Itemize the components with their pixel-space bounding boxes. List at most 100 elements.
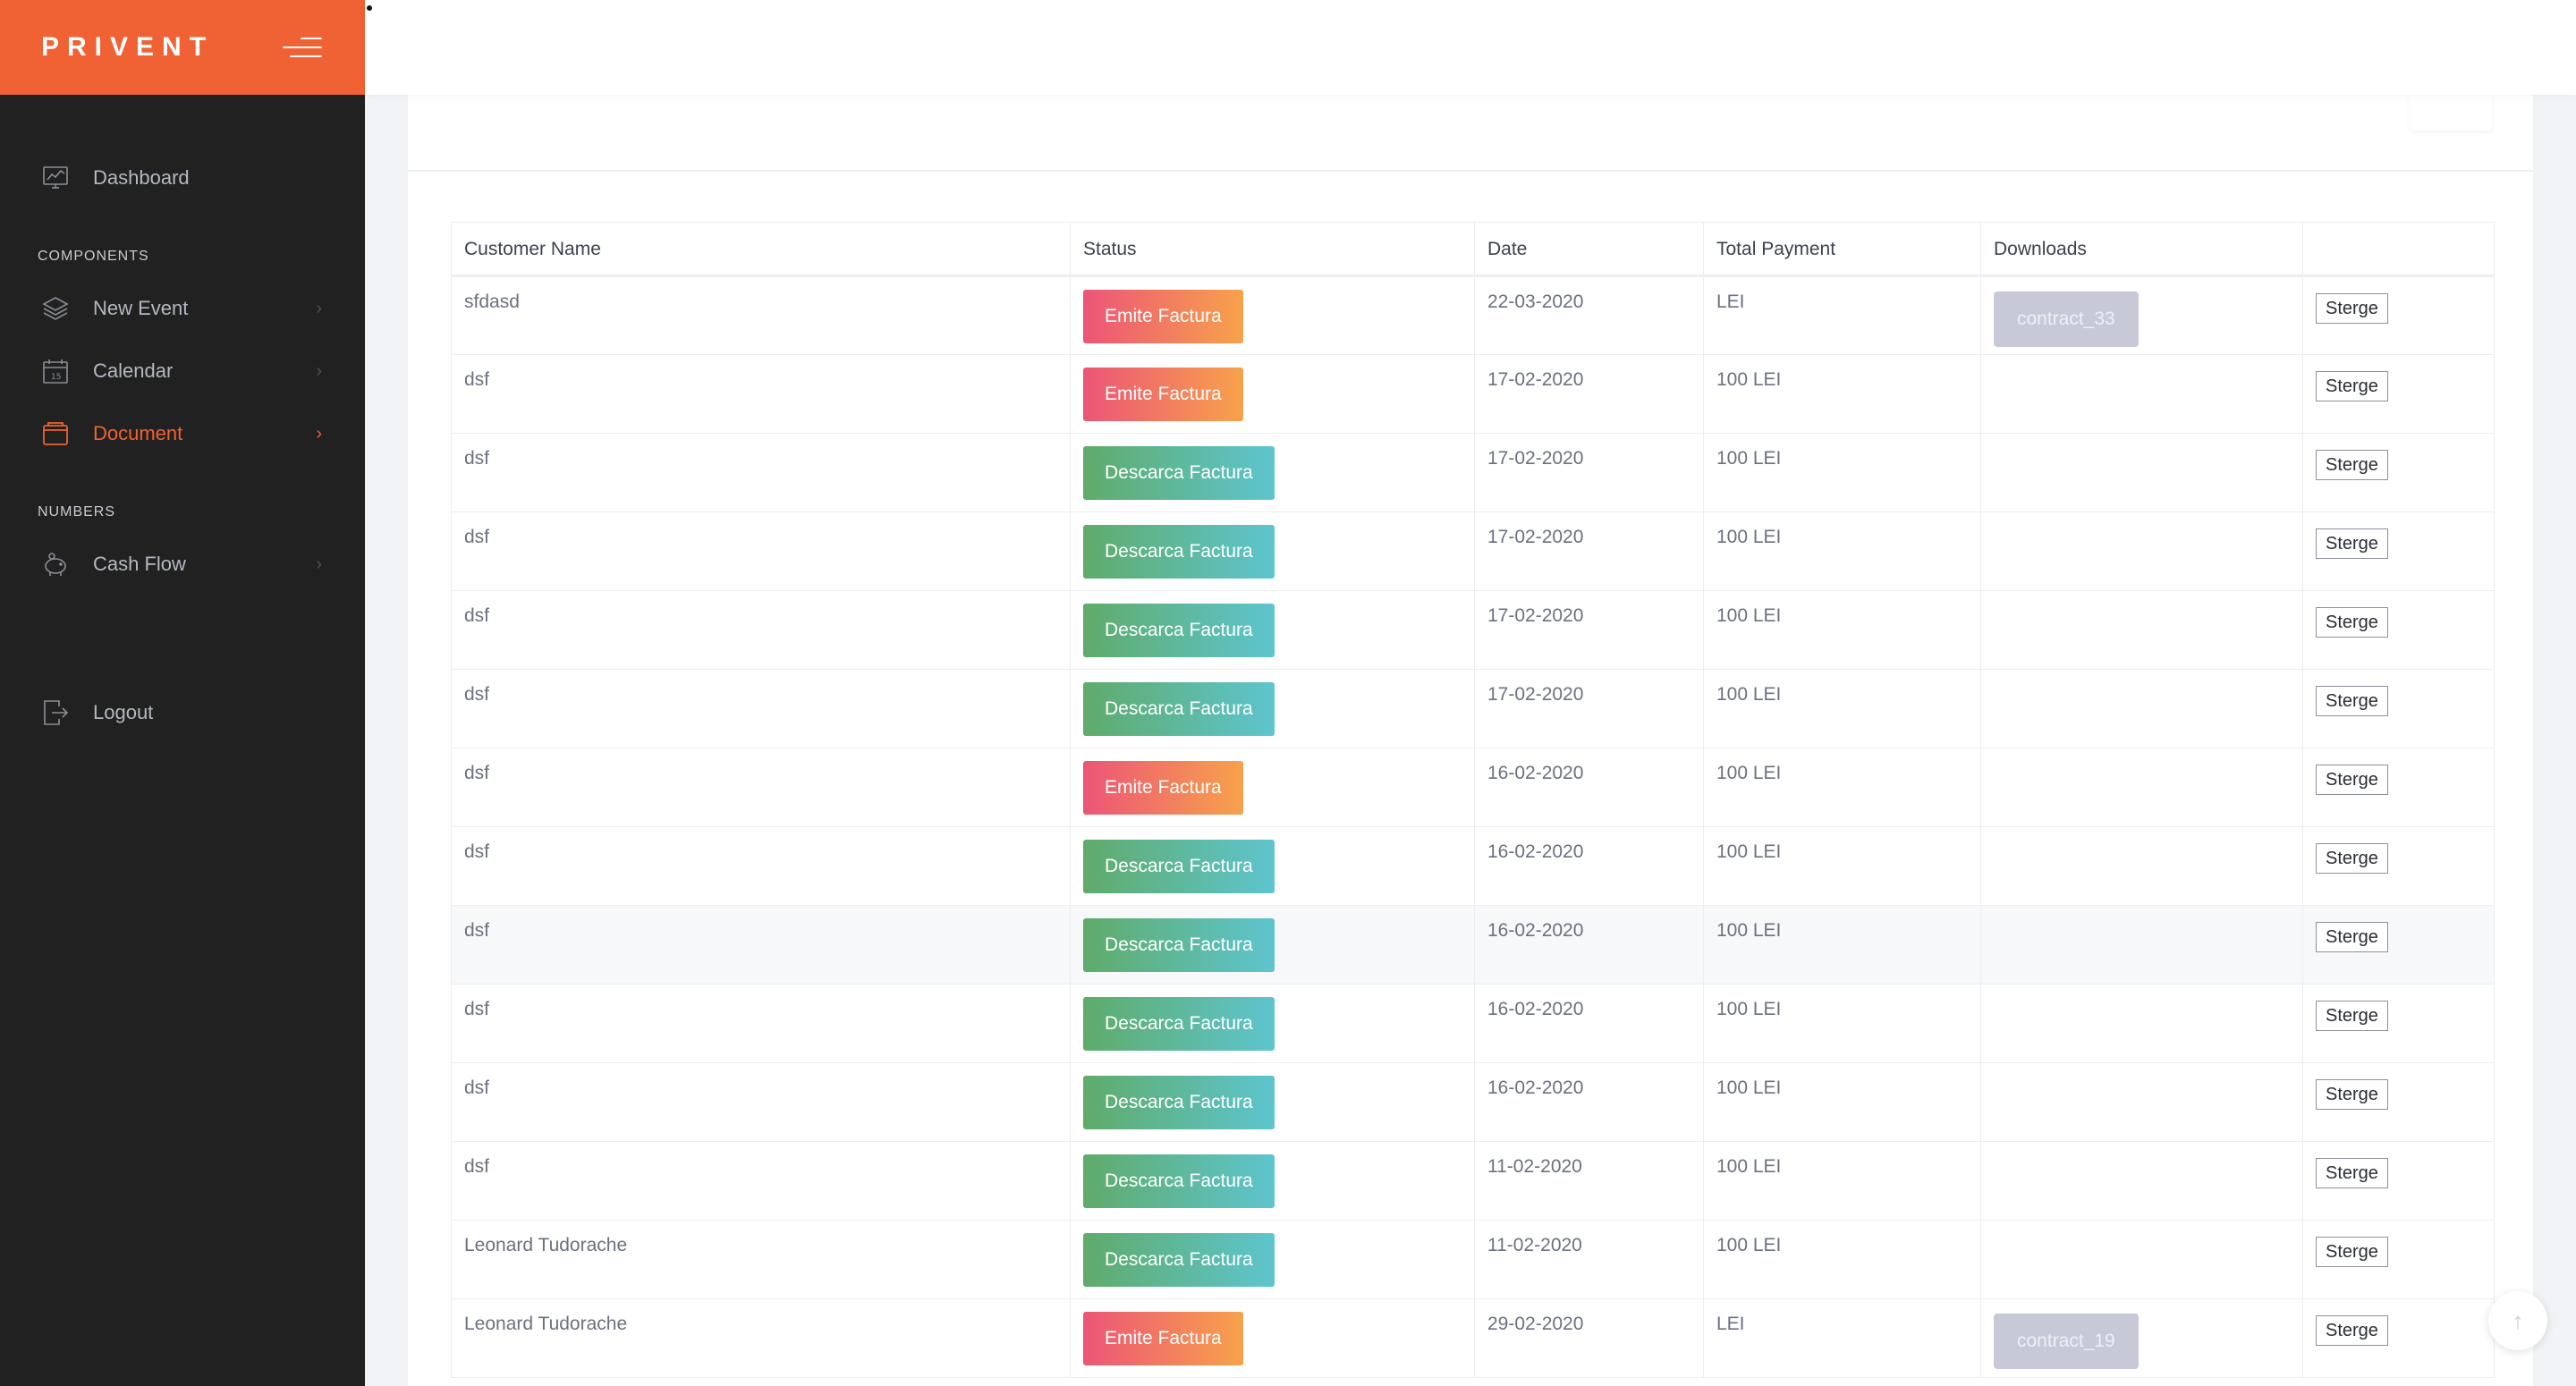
cell-customer-name: dsf [451,1141,1071,1221]
download-contract-button[interactable]: contract_33 [1994,292,2139,347]
total-payment-value: LEI [1716,1314,1745,1334]
sidebar-item-label: New Event [93,297,189,319]
date-value: 17-02-2020 [1487,369,1584,390]
cell-total-payment: 100 LEI [1703,590,1981,670]
card-header-action[interactable] [2410,95,2492,131]
cell-customer-name: dsf [451,1062,1071,1142]
folder-icon [41,419,70,448]
calendar-icon: 15 [41,357,70,385]
sidebar-item-new-event[interactable]: New Event › [0,277,365,340]
table-row: Leonard Tudorache Emite Factura 29-02-2020… [451,1298,2495,1378]
total-payment-value: 100 LEI [1716,527,1782,547]
delete-button[interactable]: Sterge [2316,1315,2388,1346]
delete-button[interactable]: Sterge [2316,843,2388,874]
status-button[interactable]: Descarca Factura [1083,918,1275,972]
customer-name: sfdasd [464,292,520,312]
status-button[interactable]: Descarca Factura [1083,997,1275,1051]
cell-actions: Sterge [2302,669,2495,748]
status-button[interactable]: Descarca Factura [1083,1076,1275,1129]
cell-total-payment: LEI [1703,1298,1981,1378]
cell-customer-name: dsf [451,669,1071,748]
customer-name: dsf [464,841,490,862]
delete-button[interactable]: Sterge [2316,293,2388,324]
menu-toggle-icon[interactable] [283,34,322,61]
delete-button[interactable]: Sterge [2316,607,2388,638]
column-header-total-payment: Total Payment [1703,222,1981,277]
cell-actions: Sterge [2302,1062,2495,1142]
status-button[interactable]: Emite Factura [1083,290,1243,343]
cell-total-payment: 100 LEI [1703,669,1981,748]
cell-total-payment: 100 LEI [1703,905,1981,985]
table-row: dsf Descarca Factura 17-02-2020 100 LEI Ster… [451,433,2495,512]
table-body: sfdasd Emite Factura 22-03-2020 LEI contract… [451,275,2495,1378]
table-row: dsf Descarca Factura 17-02-2020 100 LEI Ster… [451,669,2495,748]
status-button[interactable]: Descarca Factura [1083,682,1275,736]
status-button[interactable]: Descarca Factura [1083,446,1275,500]
total-payment-value: 100 LEI [1716,1235,1782,1255]
date-value: 17-02-2020 [1487,605,1584,626]
delete-button[interactable]: Sterge [2316,450,2388,480]
customer-name: dsf [464,1156,490,1177]
table-row: dsf Emite Factura 16-02-2020 100 LEI Sterge [451,748,2495,827]
sidebar-item-document[interactable]: Document › [0,402,365,465]
table-row: sfdasd Emite Factura 22-03-2020 LEI contract… [451,275,2495,355]
cell-total-payment: 100 LEI [1703,826,1981,906]
cell-customer-name: dsf [451,590,1071,670]
table-row: Leonard Tudorache Descarca Factura 11-02-2… [451,1220,2495,1299]
sidebar-item-label: Cash Flow [93,553,186,575]
date-value: 11-02-2020 [1487,1156,1582,1177]
chart-icon [41,164,70,192]
sidebar-item-calendar[interactable]: 15 Calendar › [0,340,365,402]
delete-button[interactable]: Sterge [2316,922,2388,952]
download-contract-button[interactable]: contract_19 [1994,1314,2139,1369]
brand-bar: PRIVENT [0,0,365,95]
status-button[interactable]: Emite Factura [1083,761,1243,815]
delete-button[interactable]: Sterge [2316,371,2388,401]
table-row: dsf Emite Factura 17-02-2020 100 LEI Sterge [451,354,2495,434]
sidebar-item-dashboard[interactable]: Dashboard [0,147,365,209]
date-value: 16-02-2020 [1487,841,1584,862]
total-payment-value: 100 LEI [1716,369,1782,390]
cell-customer-name: sfdasd [451,275,1071,355]
cell-status: Descarca Factura [1070,590,1475,670]
status-button[interactable]: Descarca Factura [1083,840,1275,893]
customer-name: dsf [464,1078,490,1098]
delete-button[interactable]: Sterge [2316,686,2388,716]
table-row: dsf Descarca Factura 17-02-2020 100 LEI Ster… [451,590,2495,670]
delete-button[interactable]: Sterge [2316,1237,2388,1267]
cell-status: Descarca Factura [1070,1141,1475,1221]
brand-logo[interactable]: PRIVENT [41,32,215,62]
date-value: 17-02-2020 [1487,448,1584,469]
table-row: dsf Descarca Factura 16-02-2020 100 LEI Ster… [451,984,2495,1063]
documents-table: Customer Name Status Date Total Payment … [451,222,2495,1378]
sidebar-item-logout[interactable]: Logout [0,681,365,744]
total-payment-value: 100 LEI [1716,1078,1782,1098]
svg-text:15: 15 [51,373,61,382]
total-payment-value: 100 LEI [1716,448,1782,469]
delete-button[interactable]: Sterge [2316,1079,2388,1110]
scroll-top-button[interactable]: ↑ [2488,1291,2547,1350]
cell-downloads [1980,748,2303,827]
cell-total-payment: 100 LEI [1703,984,1981,1063]
cell-date: 29-02-2020 [1474,1298,1704,1378]
delete-button[interactable]: Sterge [2316,1001,2388,1031]
cell-total-payment: 100 LEI [1703,433,1981,512]
cell-downloads [1980,1141,2303,1221]
section-numbers: NUMBERS [38,504,116,520]
status-button[interactable]: Descarca Factura [1083,604,1275,657]
customer-name: Leonard Tudorache [464,1314,628,1334]
delete-button[interactable]: Sterge [2316,1158,2388,1188]
table-row: dsf Descarca Factura 11-02-2020 100 LEI Ster… [451,1141,2495,1221]
status-button[interactable]: Descarca Factura [1083,1233,1275,1287]
customer-name: dsf [464,527,490,547]
sidebar-item-cash-flow[interactable]: Cash Flow › [0,533,365,596]
status-button[interactable]: Emite Factura [1083,1312,1243,1365]
chevron-right-icon: › [316,360,322,381]
cell-downloads: contract_19 [1980,1298,2303,1378]
customer-name: dsf [464,920,490,941]
delete-button[interactable]: Sterge [2316,765,2388,795]
status-button[interactable]: Emite Factura [1083,368,1243,421]
status-button[interactable]: Descarca Factura [1083,525,1275,579]
delete-button[interactable]: Sterge [2316,528,2388,559]
status-button[interactable]: Descarca Factura [1083,1154,1275,1208]
